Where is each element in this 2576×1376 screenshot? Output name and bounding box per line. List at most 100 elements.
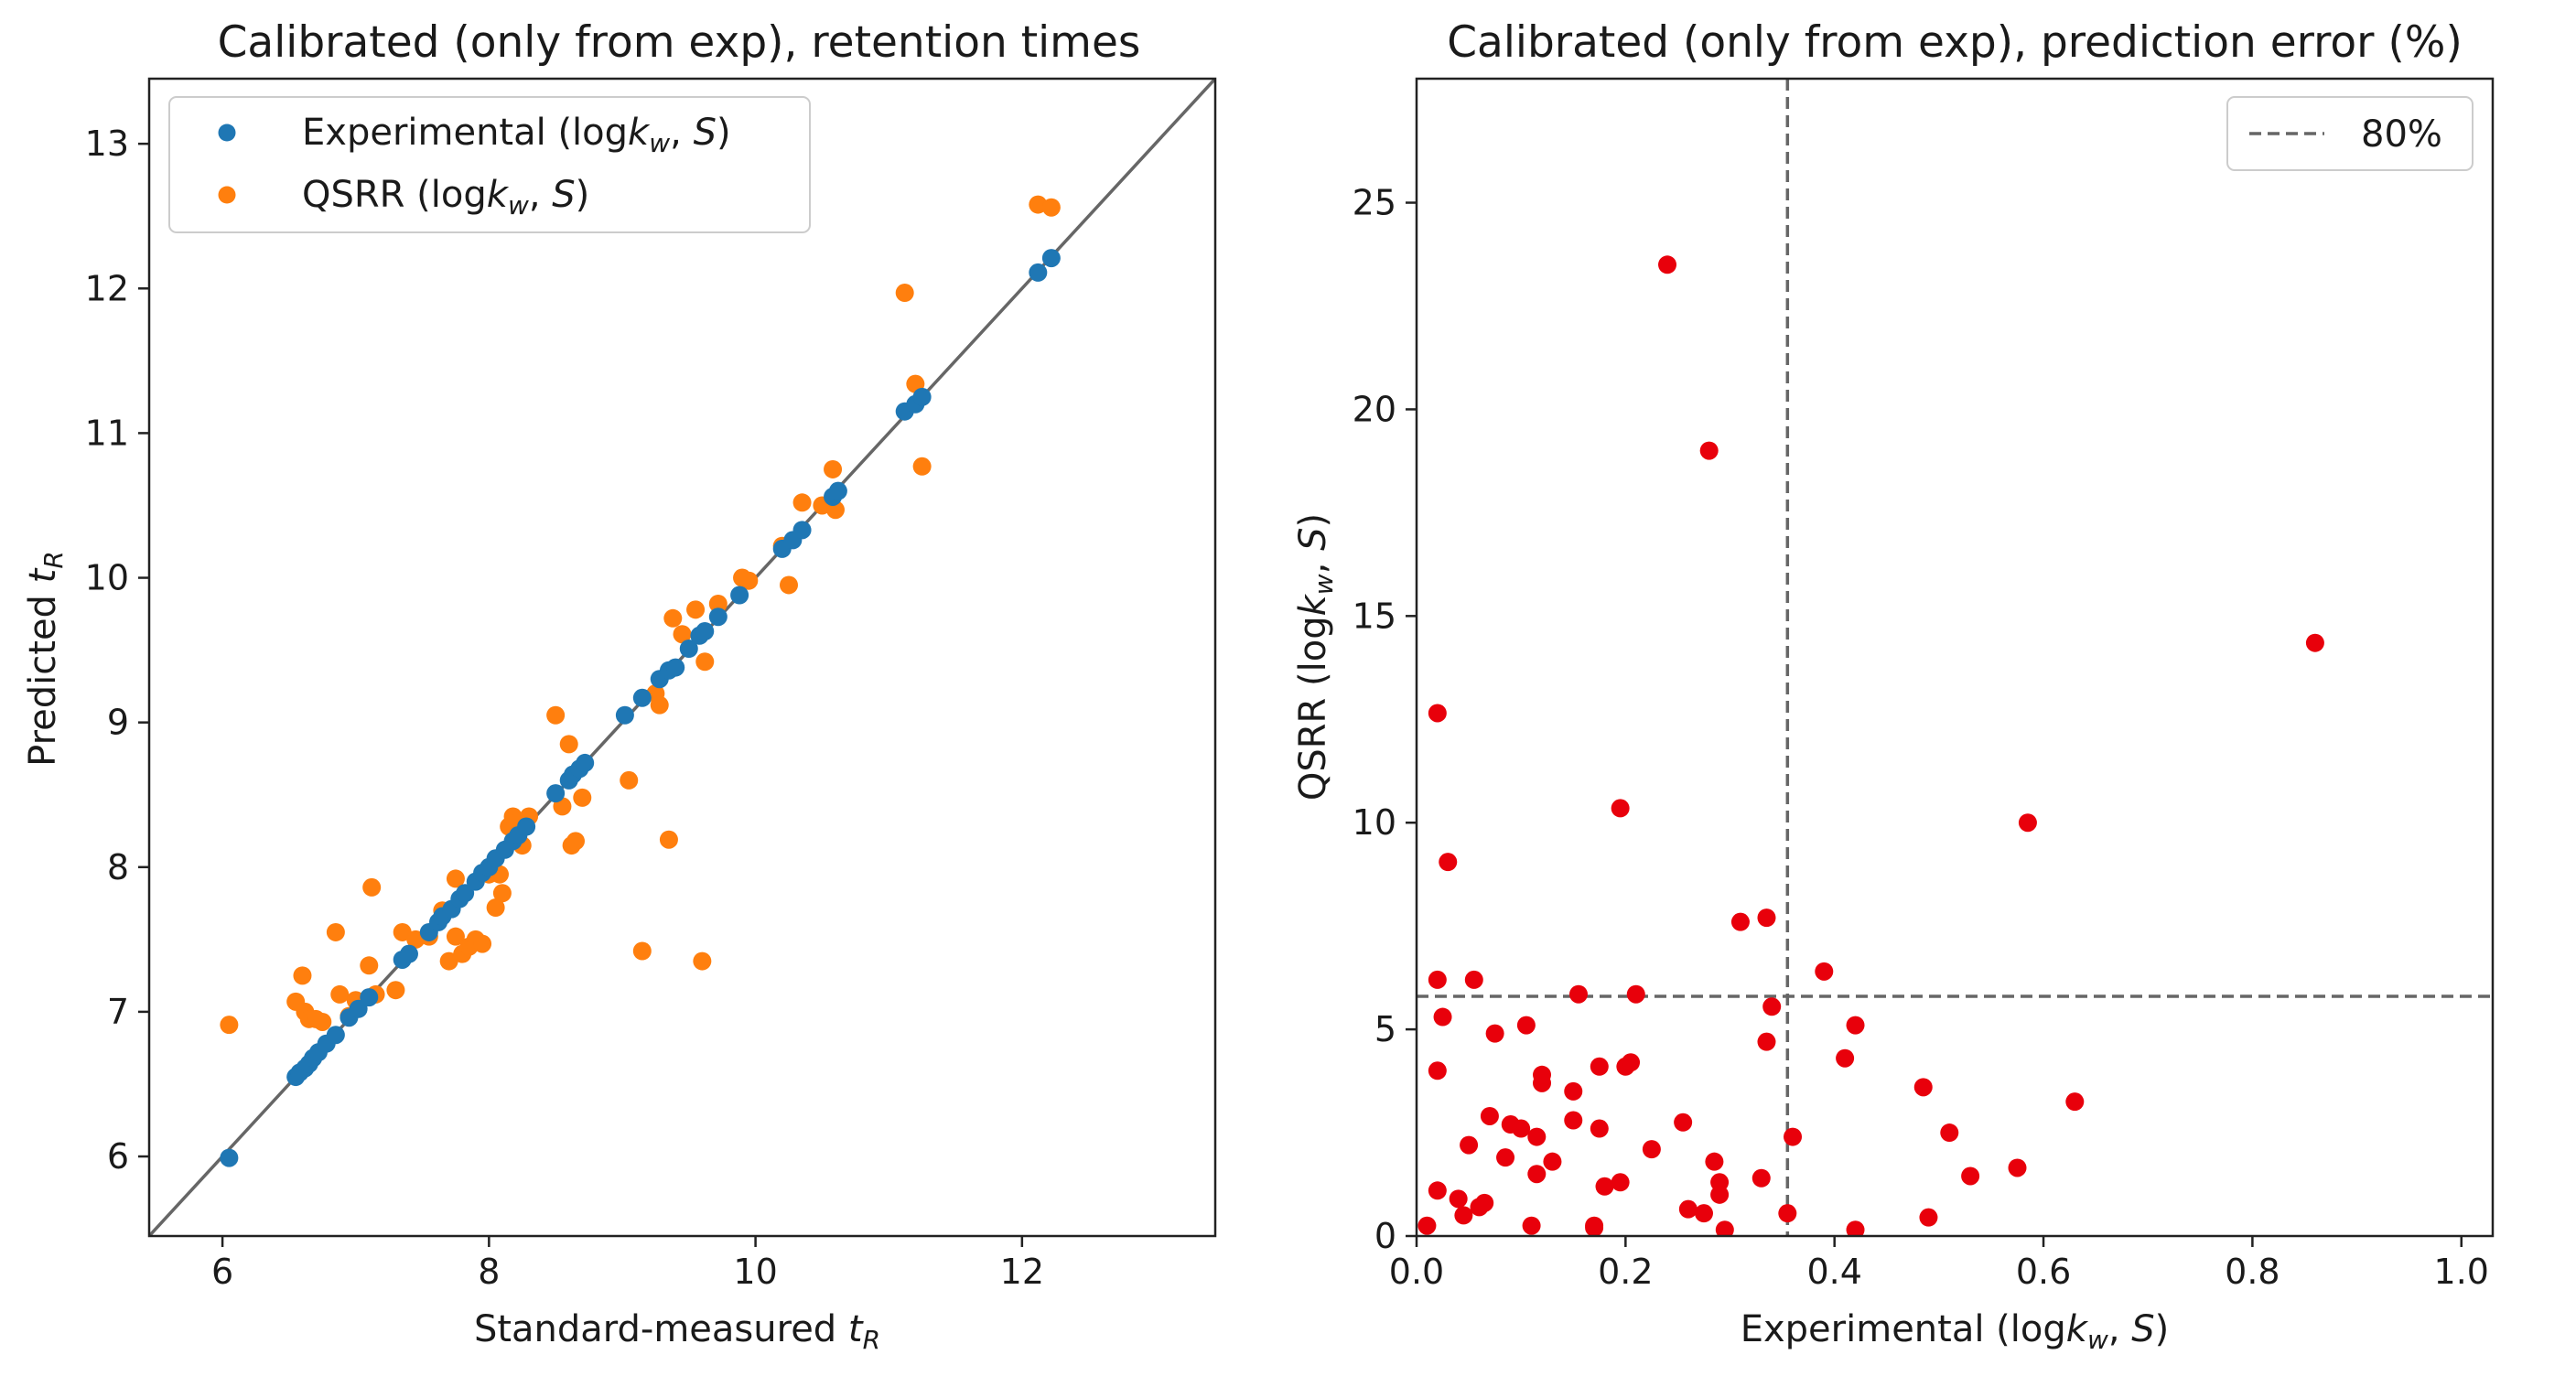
data-point <box>1417 1216 1437 1235</box>
data-point <box>1961 1166 1980 1186</box>
data-point <box>1611 1173 1630 1192</box>
y-tick-label: 25 <box>1353 183 1396 223</box>
x-tick-label: 0.6 <box>2016 1252 2071 1292</box>
data-point <box>1595 1177 1614 1196</box>
data-point <box>1585 1218 1604 1236</box>
data-point <box>1516 1016 1536 1035</box>
right-y-axis: 0 5 10 15 20 25 <box>1353 183 1417 1256</box>
data-point <box>1568 984 1588 1004</box>
data-point <box>1527 1165 1547 1184</box>
data-point <box>708 607 728 627</box>
data-point <box>620 770 639 790</box>
data-point <box>650 695 669 715</box>
data-point <box>730 586 749 605</box>
right-legend-box <box>2226 96 2474 171</box>
data-point <box>1527 1127 1547 1146</box>
right-panel: Calibrated (only from exp), prediction e… <box>1292 17 2495 1355</box>
data-point <box>824 459 843 478</box>
data-point <box>895 284 914 303</box>
data-point <box>739 571 759 590</box>
left-legend-box <box>168 96 811 233</box>
data-point <box>1428 970 1447 989</box>
data-point <box>1674 1113 1693 1132</box>
data-point <box>792 521 812 540</box>
data-point <box>399 944 418 963</box>
data-point <box>1564 1111 1583 1130</box>
x-tick-label: 0.2 <box>1598 1252 1653 1292</box>
data-point <box>632 941 652 961</box>
data-point <box>220 1016 239 1035</box>
left-plot-frame <box>147 77 1217 1238</box>
data-point <box>659 830 678 849</box>
data-point <box>792 493 812 512</box>
right-x-axis-label: Experimental (logkw, S) <box>1741 1308 2170 1355</box>
data-point <box>1533 1065 1552 1084</box>
data-point <box>1041 198 1061 217</box>
y-tick-label: 15 <box>1353 596 1396 636</box>
data-point <box>473 934 492 953</box>
data-point <box>1454 1206 1473 1225</box>
data-point <box>1836 1048 1855 1068</box>
y-tick-label: 7 <box>107 992 129 1032</box>
x-tick-label: 8 <box>478 1252 500 1292</box>
data-point <box>632 688 652 707</box>
legend-marker-qsrr <box>218 186 236 204</box>
plot-area <box>1417 79 2493 1236</box>
data-point <box>1757 1032 1776 1051</box>
y-tick-label: 5 <box>1374 1009 1396 1049</box>
data-point <box>1699 441 1719 460</box>
data-point <box>313 1012 332 1031</box>
data-point <box>693 951 712 971</box>
data-point <box>486 898 505 918</box>
data-point <box>1480 1106 1499 1125</box>
data-point <box>1705 1152 1724 1171</box>
data-point <box>1642 1140 1661 1159</box>
right-plot-frame <box>1415 77 2495 1238</box>
data-point <box>1751 1168 1771 1188</box>
y-tick-label: 13 <box>85 124 129 164</box>
data-point <box>326 922 345 941</box>
data-point <box>1041 249 1061 268</box>
legend-label-qsrr: QSRR (logkw, S) <box>302 174 589 220</box>
data-point <box>695 622 715 641</box>
data-point <box>1449 1189 1468 1209</box>
data-point <box>1564 1081 1583 1101</box>
x-tick-label: 12 <box>1000 1252 1044 1292</box>
x-tick-label: 10 <box>733 1252 777 1292</box>
data-point <box>573 788 592 807</box>
y-tick-label: 20 <box>1353 389 1396 429</box>
data-point <box>1590 1119 1609 1138</box>
data-point <box>456 884 475 903</box>
right-x-axis: 0.0 0.2 0.4 0.6 0.8 1.0 <box>1389 1236 2489 1292</box>
data-point <box>1512 1119 1531 1138</box>
series-0 <box>220 249 1061 1167</box>
y-tick-label: 9 <box>107 703 129 743</box>
data-point <box>1433 1007 1452 1027</box>
data-point <box>1730 912 1750 931</box>
data-point <box>615 705 634 725</box>
x-tick-label: 0.8 <box>2225 1252 2280 1292</box>
data-point <box>1658 255 1677 274</box>
data-point <box>1543 1152 1562 1171</box>
data-point <box>330 984 350 1004</box>
x-tick-label: 0.0 <box>1389 1252 1444 1292</box>
data-point <box>708 594 728 613</box>
y-tick-label: 12 <box>85 268 129 308</box>
data-point <box>1522 1216 1541 1235</box>
data-point <box>220 1148 239 1167</box>
legend-label-experimental: Experimental (logkw, S) <box>302 112 731 158</box>
data-point <box>666 658 685 677</box>
right-y-axis-label: QSRR (logkw, S) <box>1292 513 1339 801</box>
y-tick-label: 10 <box>1353 802 1396 843</box>
data-point <box>546 705 566 725</box>
legend-marker-experimental <box>218 124 236 142</box>
left-chart-title: Calibrated (only from exp), retention ti… <box>218 17 1141 68</box>
left-y-axis-label: Predicted tR <box>22 551 69 767</box>
data-point <box>1460 1135 1479 1155</box>
data-point <box>1784 1127 1803 1146</box>
data-point <box>1611 799 1630 818</box>
y-tick-label: 6 <box>107 1136 129 1177</box>
data-point <box>673 625 692 644</box>
data-point <box>1029 263 1048 282</box>
